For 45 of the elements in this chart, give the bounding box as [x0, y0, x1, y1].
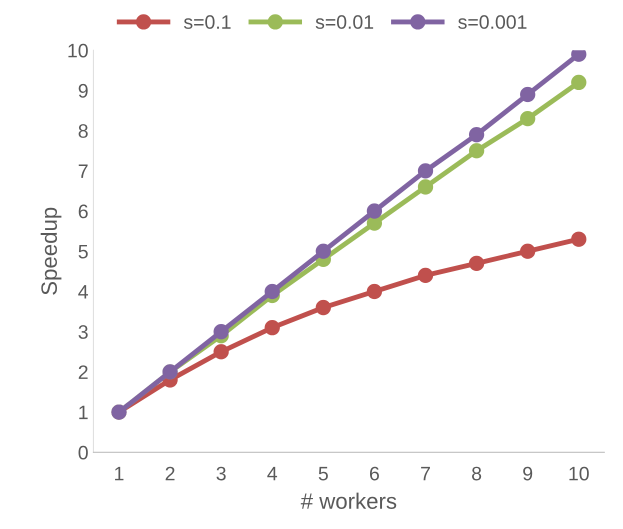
y-tick-label: 9	[78, 84, 88, 98]
point	[571, 74, 586, 90]
point	[520, 86, 536, 102]
y-tick-label: 10	[68, 44, 88, 58]
point	[418, 163, 434, 179]
point	[316, 300, 331, 316]
legend-label: s=0.001	[458, 15, 526, 29]
point	[366, 284, 382, 300]
point	[264, 284, 280, 300]
x-tick-label: 4	[267, 466, 278, 480]
x-tick-label: 3	[216, 466, 226, 480]
x-tick-label: 10	[569, 466, 589, 480]
point	[520, 244, 536, 259]
y-tick-label: 3	[78, 325, 88, 339]
point	[468, 143, 484, 158]
point	[316, 244, 331, 259]
point	[264, 320, 280, 336]
x-axis-title: # workers	[300, 492, 396, 509]
legend-label: s=0.01	[316, 15, 374, 29]
point	[468, 127, 484, 142]
x-tick-label: 1	[115, 466, 124, 480]
point	[468, 256, 484, 271]
point	[520, 110, 536, 126]
y-axis-title: Speedup	[40, 208, 62, 295]
point	[214, 344, 229, 360]
legend-label: s=0.1	[184, 15, 231, 29]
y-tick-label: 1	[79, 406, 88, 420]
x-tick-label: 2	[166, 466, 175, 480]
x-tick-label: 5	[318, 466, 328, 480]
y-tick-label: 6	[78, 204, 88, 218]
point	[366, 203, 382, 219]
point	[418, 179, 434, 195]
point	[214, 324, 229, 340]
point	[571, 232, 586, 247]
y-tick-label: 2	[78, 365, 88, 379]
x-tick-label: 6	[370, 466, 379, 480]
y-tick-label: 0	[78, 446, 88, 460]
y-tick-label: 5	[78, 244, 88, 259]
x-tick-label: 7	[421, 466, 430, 480]
point	[418, 268, 434, 284]
y-tick-label: 4	[78, 285, 88, 299]
y-tick-label: 8	[78, 124, 88, 138]
y-tick-label: 7	[78, 164, 88, 178]
x-tick-label: 9	[523, 466, 532, 480]
x-tick-label: 8	[472, 466, 482, 480]
